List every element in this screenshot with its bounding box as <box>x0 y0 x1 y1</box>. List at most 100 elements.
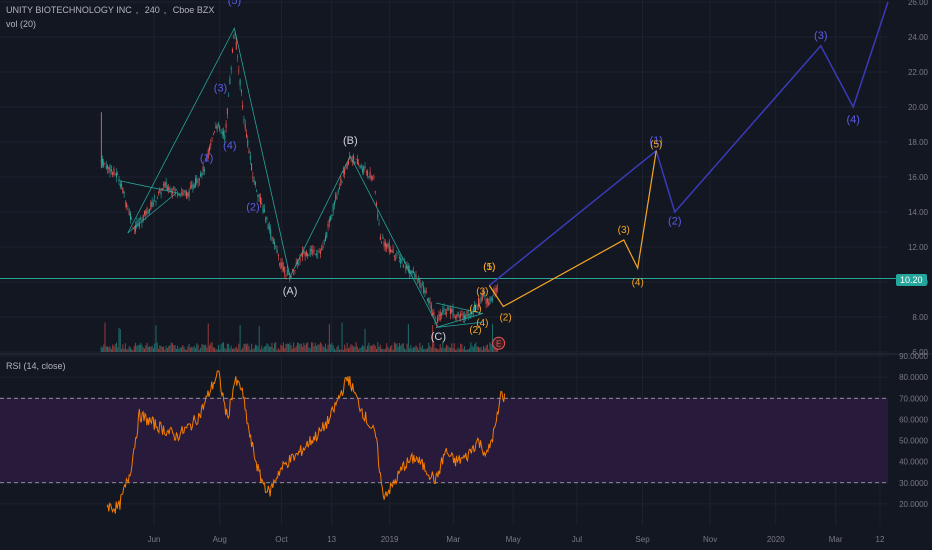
volume-bar <box>240 349 242 352</box>
volume-bar <box>443 348 445 352</box>
candle-body <box>285 274 287 276</box>
rsi-legend[interactable]: RSI (14, close) <box>6 361 70 371</box>
volume-bar <box>266 343 268 352</box>
candle-body <box>164 182 166 188</box>
volume-bar <box>462 348 464 352</box>
candle-body <box>268 226 270 229</box>
volume-bar <box>466 349 468 352</box>
volume-bar <box>281 345 283 352</box>
candle-body <box>437 317 439 323</box>
volume-legend[interactable]: vol (20) <box>6 19 40 29</box>
candle-body <box>456 315 458 318</box>
volume-bar <box>131 349 133 352</box>
candle-body <box>433 311 435 316</box>
volume-bar <box>217 344 219 352</box>
candle-body <box>457 312 459 317</box>
volume-bar <box>159 345 161 352</box>
volume-bar <box>186 349 188 352</box>
candle-body <box>429 301 431 304</box>
candle-body <box>223 131 225 136</box>
time-tick-label: 12 <box>876 535 885 544</box>
volume-bar <box>163 346 165 352</box>
candle-body <box>177 193 179 196</box>
volume-bar <box>137 344 139 352</box>
wave-label-abc: (C) <box>431 331 446 343</box>
volume-bar <box>393 342 395 352</box>
candle-body <box>316 253 318 255</box>
volume-bar <box>296 342 298 352</box>
volume-bar <box>280 344 282 352</box>
volume-bar <box>225 349 227 352</box>
candle-body <box>489 298 491 304</box>
wave-label-primary: (4) <box>223 140 236 152</box>
candle-body <box>347 160 349 165</box>
candle-body <box>173 186 175 190</box>
price-tick-label: 26.00 <box>908 0 929 7</box>
wave-label-minor: (4) <box>476 318 488 329</box>
candle-body <box>249 155 251 160</box>
candle-body <box>378 223 380 225</box>
volume-bar <box>442 342 444 352</box>
candle-body <box>381 242 383 244</box>
volume-bar <box>342 349 344 352</box>
volume-bar <box>209 345 211 352</box>
wave-label-primary: (3) <box>814 30 827 42</box>
candle-body <box>391 250 393 253</box>
volume-bar <box>223 342 225 352</box>
volume-bar <box>335 349 337 352</box>
volume-bar <box>448 347 450 352</box>
volume-bar <box>235 346 237 352</box>
candle-body <box>424 289 426 294</box>
candle-body <box>275 246 277 247</box>
candle-body <box>201 172 203 176</box>
volume-bar <box>449 347 451 352</box>
volume-bar <box>270 346 272 352</box>
volume-bar <box>108 347 110 352</box>
candle-body <box>420 286 422 288</box>
chart-legend[interactable]: UNITY BIOTECHNOLOGY INC, 240, Cboe BZX <box>6 5 215 15</box>
volume-bar <box>463 346 465 352</box>
candle-body <box>203 169 205 172</box>
candle-body <box>270 229 272 237</box>
volume-bar <box>331 343 333 352</box>
candle-body <box>149 208 151 212</box>
wave-label-minor: (1) <box>483 262 495 273</box>
candle-body <box>491 298 493 301</box>
candle-body <box>455 317 457 319</box>
volume-bar <box>154 343 156 352</box>
volume-bar <box>484 347 486 352</box>
volume-bar <box>146 342 148 352</box>
candle-body <box>418 278 420 280</box>
price-tick-label: 16.00 <box>908 173 929 182</box>
volume-bar <box>330 344 332 352</box>
candle-body <box>430 304 432 312</box>
volume-bar <box>350 344 352 352</box>
volume-bar <box>247 343 249 352</box>
candle-body <box>183 190 185 194</box>
candle-body <box>467 314 469 317</box>
time-tick-label: Jun <box>148 535 161 544</box>
candle-body <box>262 205 264 213</box>
candle-body <box>384 242 386 247</box>
volume-bar <box>337 345 339 352</box>
candle-body <box>244 124 246 129</box>
volume-bar <box>242 347 244 352</box>
volume-bar <box>173 345 175 352</box>
volume-bar <box>150 346 152 352</box>
volume-bar <box>282 342 284 352</box>
candle-body <box>439 312 441 321</box>
volume-bar <box>326 349 328 352</box>
volume-bar <box>286 343 288 352</box>
candle-body <box>122 187 124 193</box>
candle-body <box>353 155 355 161</box>
volume-bar <box>476 346 478 352</box>
rsi-tick-label: 20.0000 <box>899 500 928 509</box>
volume-bar <box>200 347 202 352</box>
candle-body <box>110 169 112 172</box>
volume-bar <box>160 345 162 352</box>
candle-body <box>370 176 372 179</box>
candle-body <box>271 237 273 240</box>
volume-bar <box>275 342 277 352</box>
candle-body <box>461 313 463 315</box>
